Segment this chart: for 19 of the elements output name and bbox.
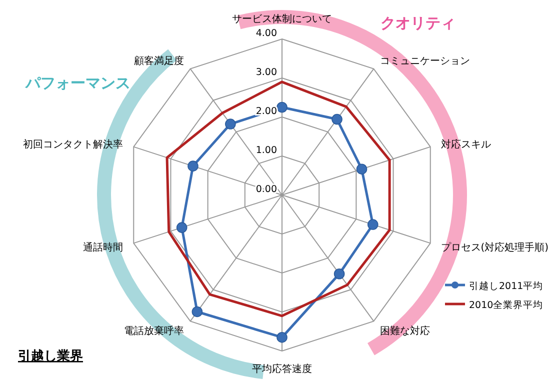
spoke-label: 困難な対応 <box>380 325 430 338</box>
text: パフォーマンス <box>24 74 130 92</box>
y-tick-label: 1.00 <box>256 145 277 156</box>
spoke-label: 平均応答速度 <box>252 362 312 375</box>
legend-label: 引越し2011平均 <box>469 280 544 292</box>
spoke-label: 顧客満足度 <box>134 54 184 67</box>
legend-label: 2010全業界平均 <box>469 299 544 311</box>
spoke-label: 電話放棄呼率 <box>124 325 184 338</box>
spoke-label: プロセス(対応処理手順) <box>440 242 549 254</box>
text: クオリティ <box>380 14 456 32</box>
y-tick-label: 4.00 <box>256 28 277 39</box>
spoke-label: コミュニケーション <box>380 56 470 67</box>
text: 引越し業界 <box>18 349 83 364</box>
spoke-label: 通話時間 <box>83 242 124 254</box>
y-tick-label: 0.00 <box>256 184 277 195</box>
spoke-label: 初回コンタクト解決率 <box>23 138 124 150</box>
y-tick-label: 3.00 <box>256 67 277 78</box>
spoke-label: 対応スキル <box>440 138 491 150</box>
spoke-label: サービス体制について <box>232 13 332 26</box>
